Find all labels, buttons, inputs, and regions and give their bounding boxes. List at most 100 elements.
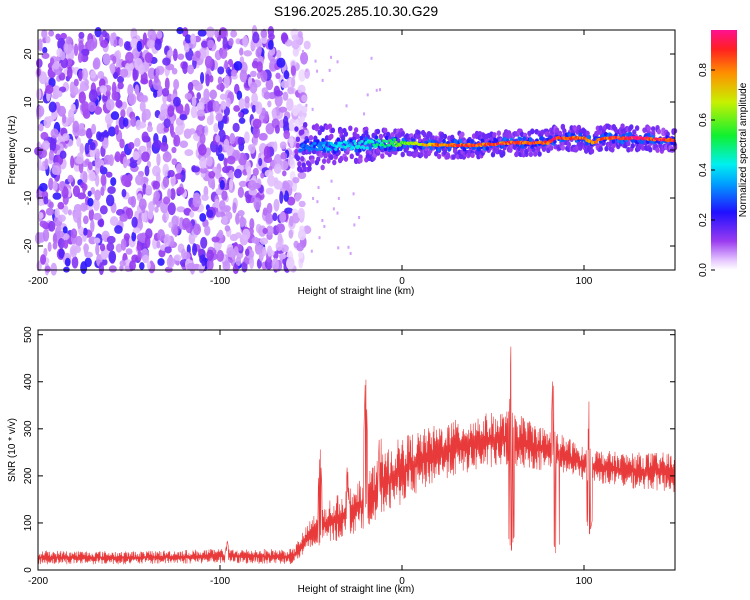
colorbar-tick-label: 0.8 xyxy=(698,63,709,77)
spectrogram-cell xyxy=(157,258,165,266)
spectrogram-cell xyxy=(302,121,308,128)
spectrogram-cell xyxy=(620,123,625,129)
spectrogram-cell xyxy=(160,109,165,117)
spectrogram-cell xyxy=(587,134,592,140)
spectrogram-cell xyxy=(219,93,227,100)
spectrogram-cell xyxy=(67,116,73,126)
spectrogram-cell xyxy=(398,146,403,152)
spectrogram-cell xyxy=(167,105,175,118)
spectrogram-cell xyxy=(368,146,372,151)
spectrogram-cell xyxy=(58,181,64,192)
spectrogram-cell xyxy=(656,128,662,135)
spectrogram-cell xyxy=(121,174,130,187)
spectrogram-cell xyxy=(97,70,105,80)
colorbar-label: Normalized spectral amplitude xyxy=(738,82,749,217)
spectrogram-cell xyxy=(275,72,281,80)
spectrogram-cell xyxy=(45,35,51,44)
spectrogram-cell xyxy=(72,120,80,133)
spectrogram-cell xyxy=(328,68,331,72)
spectrogram-cell xyxy=(99,205,108,215)
spectrogram-cell xyxy=(148,79,153,89)
spectrogram-cell xyxy=(109,216,119,226)
spectrogram-cell xyxy=(52,241,58,250)
spectrogram-cell xyxy=(273,141,278,152)
spectrogram-cell xyxy=(259,237,269,245)
spectrogram-cell xyxy=(528,151,534,158)
x-tick-label: 100 xyxy=(576,276,593,287)
spectrogram-y-ticks: -20 -10 0 10 20 xyxy=(23,48,675,253)
spectrogram-ridge-cell xyxy=(398,143,402,147)
spectrogram-cell xyxy=(122,156,128,169)
spectrogram-cell xyxy=(630,143,635,149)
spectrogram-cell xyxy=(256,61,263,73)
spectrogram-cell xyxy=(216,83,226,91)
spectrogram-noise xyxy=(34,25,385,276)
spectrogram-cell xyxy=(295,155,301,162)
spectrogram-ridge-cell xyxy=(334,148,338,151)
spectrogram-cell xyxy=(217,153,225,162)
spectrogram-cell xyxy=(162,151,172,163)
spectrogram-cell xyxy=(280,152,288,160)
spectrogram-cell xyxy=(518,137,523,142)
spectrogram-cell xyxy=(174,173,183,180)
spectrogram-cell xyxy=(207,175,215,189)
spectrogram-cell xyxy=(353,127,359,133)
spectrogram-cell xyxy=(83,227,88,236)
spectrogram-cell xyxy=(167,169,175,178)
spectrogram-cell xyxy=(108,126,116,137)
spectrogram-cell xyxy=(279,160,289,171)
spectrogram-cell xyxy=(117,75,125,84)
spectrogram-cell xyxy=(589,148,595,155)
spectrogram-cell xyxy=(379,152,382,156)
spectrogram-ridge-cell xyxy=(313,141,317,145)
spectrogram-ridge-cell xyxy=(393,138,397,141)
spectrogram-cell xyxy=(78,69,83,82)
spectrogram-cell xyxy=(50,262,58,276)
spectrogram-cell xyxy=(290,65,296,76)
spectrogram-cell xyxy=(262,227,268,235)
spectrogram-cell xyxy=(442,138,446,144)
spectrogram-cell xyxy=(132,227,141,234)
spectrogram-cell xyxy=(533,151,538,157)
spectrogram-cell xyxy=(125,51,134,64)
spectrogram-cell xyxy=(106,242,115,252)
spectrogram-cell xyxy=(176,186,185,195)
chart-title: S196.2025.285.10.30.G29 xyxy=(274,3,438,19)
spectrogram-cell xyxy=(43,247,48,258)
y-tick-label: -20 xyxy=(23,238,34,253)
spectrogram-cell xyxy=(173,134,181,147)
spectrogram-cell xyxy=(247,180,257,191)
spectrogram-cell xyxy=(521,144,525,149)
spectrogram-cell xyxy=(226,145,234,154)
spectrogram-cell xyxy=(53,61,60,70)
spectrogram-cell xyxy=(458,138,463,144)
spectrogram-cell xyxy=(318,236,321,240)
spectrogram-cell xyxy=(265,213,274,225)
spectrogram-cell xyxy=(156,240,161,249)
spectrogram-cell xyxy=(105,99,115,111)
spectrogram-ridge-cell xyxy=(310,144,314,148)
spectrogram-cell xyxy=(198,248,204,256)
spectrogram-ridge-cell xyxy=(364,141,368,144)
spectrogram-cell xyxy=(99,243,106,252)
spectrogram-cell xyxy=(87,101,97,113)
spectrogram-cell xyxy=(114,225,123,234)
spectrogram-cell xyxy=(251,92,258,106)
spectrogram-cell xyxy=(154,206,159,213)
spectrogram-cell xyxy=(232,202,237,214)
spectrogram-cell xyxy=(120,109,126,118)
spectrogram-cell xyxy=(215,134,221,143)
spectrogram-cell xyxy=(184,149,194,157)
spectrogram-cell xyxy=(392,147,397,152)
colorbar-tick-label: 0.4 xyxy=(698,163,709,177)
spectrogram-cell xyxy=(56,230,65,238)
spectrogram-cell xyxy=(300,156,305,162)
spectrogram-cell xyxy=(470,152,475,159)
spectrogram-cell xyxy=(162,57,171,66)
spectrogram-cell xyxy=(224,225,231,232)
spectrogram-cell xyxy=(460,131,465,138)
spectrogram-cell xyxy=(199,72,205,84)
spectrogram-cell xyxy=(78,161,84,174)
spectrogram-cell xyxy=(303,40,311,50)
spectrogram-cell xyxy=(235,213,240,225)
